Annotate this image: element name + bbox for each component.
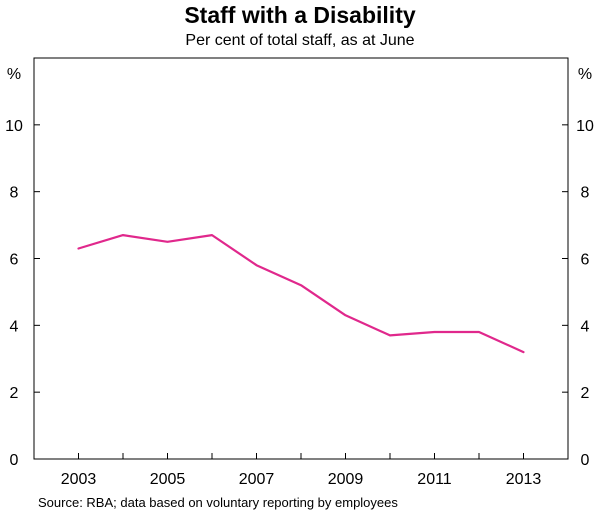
chart-source: Source: RBA; data based on voluntary rep… [38, 495, 398, 510]
plot-frame [33, 57, 569, 460]
y-tick-label-left: 8 [10, 185, 19, 202]
chart-subtitle: Per cent of total staff, as at June [185, 32, 415, 49]
y-tick-label-right: 0 [581, 452, 590, 469]
y-axis-unit-right: % [578, 66, 592, 83]
y-tick-label-right: 4 [581, 318, 590, 335]
x-tick-label: 2009 [328, 471, 364, 488]
x-tick-label: 2007 [239, 471, 275, 488]
x-tick-label: 2011 [417, 471, 452, 488]
y-tick-label-left: 6 [10, 252, 19, 269]
y-axis-unit-left: % [7, 66, 21, 83]
y-tick-label-right: 8 [581, 185, 590, 202]
y-tick-label-left: 10 [5, 118, 23, 135]
y-tick-label-right: 2 [581, 385, 590, 402]
y-tick-label-left: 2 [10, 385, 19, 402]
x-tick-label: 2005 [150, 471, 186, 488]
y-tick-label-left: 4 [10, 318, 19, 335]
x-tick-label: 2013 [506, 471, 542, 488]
y-tick-label-right: 6 [581, 252, 590, 269]
chart-title: Staff with a Disability [184, 2, 416, 28]
x-tick-label: 2003 [61, 471, 97, 488]
y-tick-label-right: 10 [576, 118, 594, 135]
y-tick-label-left: 0 [10, 452, 19, 469]
series-line [77, 234, 525, 354]
